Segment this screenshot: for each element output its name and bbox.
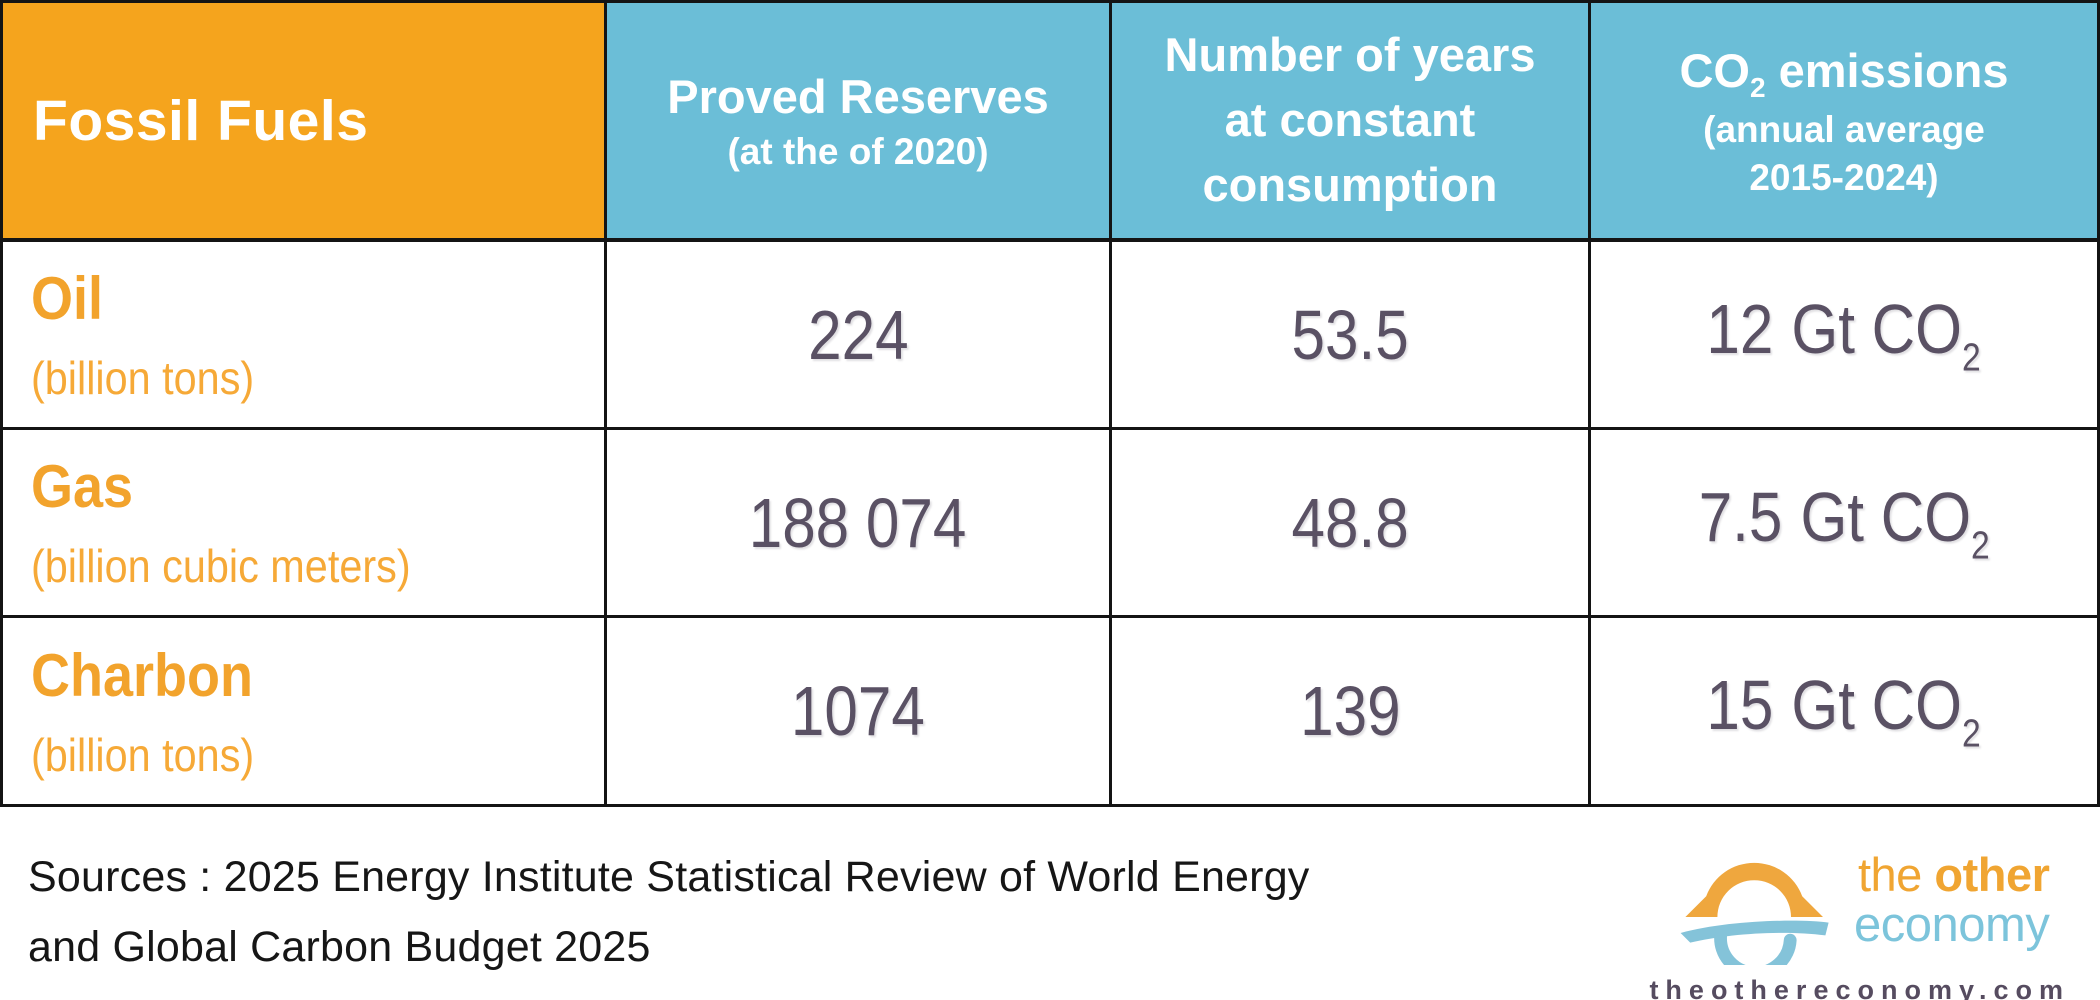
logo-domain-url: theothereconomy.com [1649,975,2070,1000]
cell-charbon-emissions: 15 Gt CO2 [1591,618,2097,804]
logo-text-other: other [1934,848,2050,902]
footer: Sources : 2025 Energy Institute Statisti… [0,807,2100,1000]
cell-charbon-label: Charbon (billion tons) [3,618,607,804]
the-other-economy-logo-icon [1680,862,1829,965]
fuel-unit: (billion tons) [31,728,255,781]
sources-note: Sources : 2025 Energy Institute Statisti… [28,843,1310,982]
logo-text-the: the [1857,848,1935,902]
header-co2-emissions: CO2 emissions (annual average 2015-2024) [1591,3,2097,242]
cell-oil-emissions: 12 Gt CO2 [1591,242,2097,430]
fuel-unit: (billion cubic meters) [31,540,411,592]
fuel-unit: (billion tons) [31,352,255,404]
header-fossil-fuels: Fossil Fuels [3,3,607,242]
cell-charbon-years: 139 [1112,618,1591,804]
cell-gas-years: 48.8 [1112,430,1591,618]
table-title: Fossil Fuels [33,88,369,153]
cell-gas-label: Gas (billion cubic meters) [3,430,607,618]
cell-charbon-reserves: 1074 [607,618,1112,804]
logo-wordmark: the other economy [1854,848,2050,952]
header-proved-reserves: Proved Reserves (at the of 2020) [607,3,1112,242]
fossil-fuels-table: Fossil Fuels Proved Reserves (at the of … [0,0,2100,807]
fuel-name: Oil [31,265,104,332]
header-years-constant-consumption: Number of years at constant consumption [1112,3,1591,242]
cell-gas-emissions: 7.5 Gt CO2 [1591,430,2097,618]
cell-oil-label: Oil (billion tons) [3,242,607,430]
cell-oil-years: 53.5 [1112,242,1591,430]
cell-gas-reserves: 188 074 [607,430,1112,618]
fuel-name: Charbon [31,641,253,709]
fuel-name: Gas [31,453,134,520]
logo-text-economy: economy [1854,897,2050,952]
sources-line-1: Sources : 2025 Energy Institute Statisti… [28,853,1310,901]
sources-line-2: and Global Carbon Budget 2025 [28,922,651,971]
cell-oil-reserves: 224 [607,242,1112,430]
logo: the other economy theothereconomy.com [1649,837,2070,1000]
